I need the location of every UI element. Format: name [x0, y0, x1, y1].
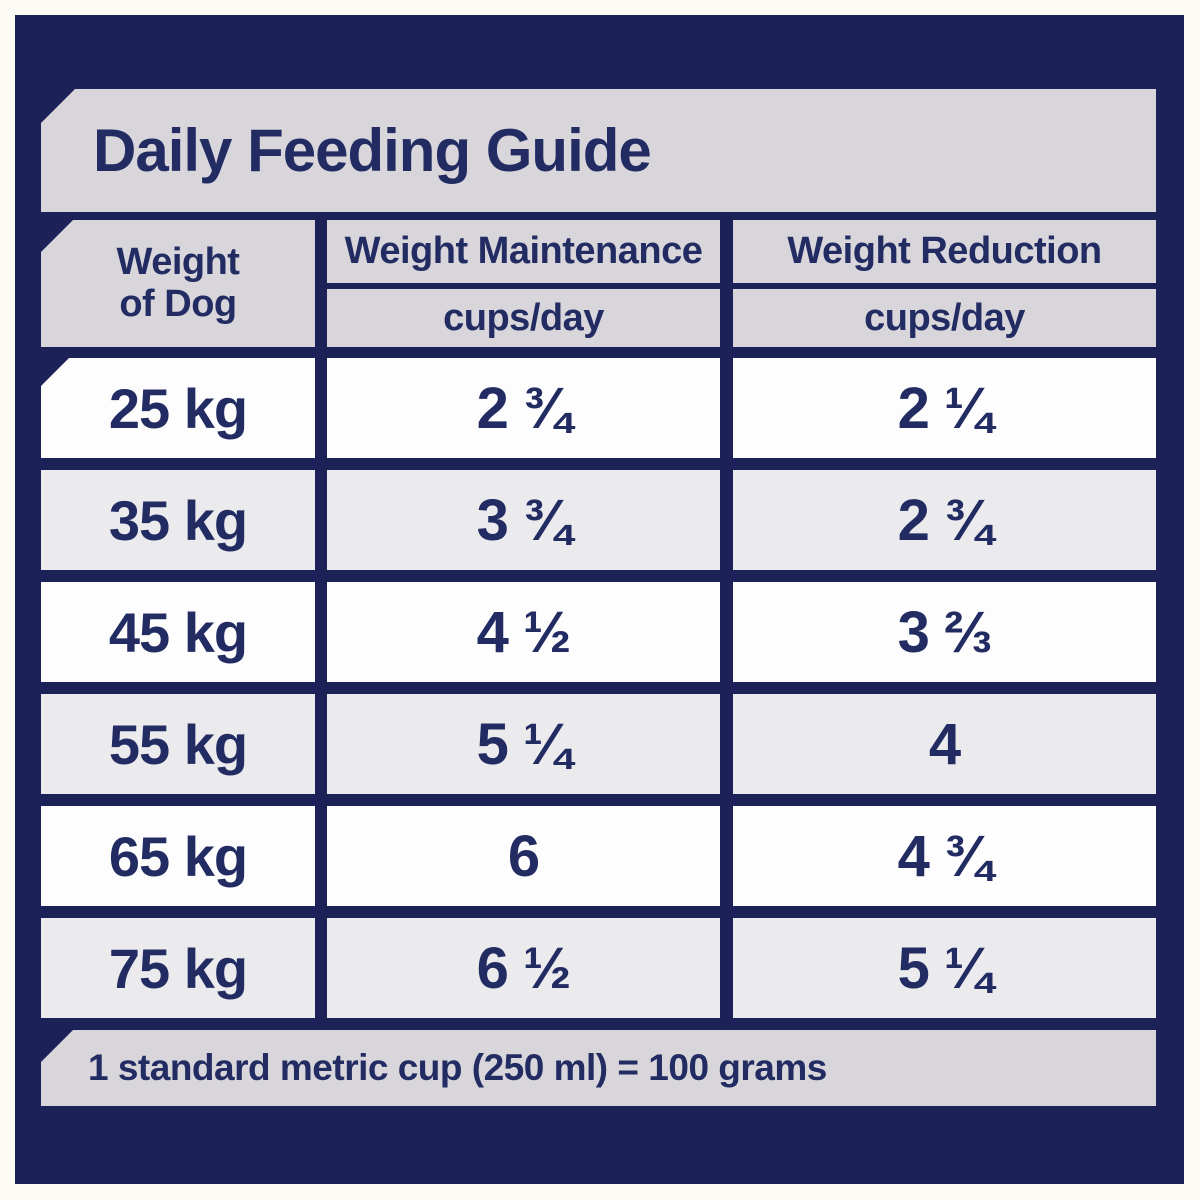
cup-conversion-note: 1 standard metric cup (250 ml) = 100 gra…	[41, 1030, 1156, 1106]
reduction-header-label: Weight Reduction	[733, 220, 1156, 283]
table-row: 45 kg 4 ½ 3 ⅔	[41, 582, 1156, 682]
cell-divider	[315, 806, 327, 906]
reduction-cell: 2 ¾	[733, 470, 1156, 570]
weight-cell: 25 kg	[41, 358, 315, 458]
weight-cell: 35 kg	[41, 470, 315, 570]
table-row: 25 kg 2 ¾ 2 ¼	[41, 358, 1156, 458]
cell-divider	[720, 694, 733, 794]
maintenance-header-label: Weight Maintenance	[327, 220, 720, 283]
header-column-divider	[315, 220, 327, 347]
reduction-cell: 3 ⅔	[733, 582, 1156, 682]
weight-of-dog-header: Weight of Dog	[41, 220, 315, 347]
cup-conversion-text: 1 standard metric cup (250 ml) = 100 gra…	[88, 1047, 827, 1088]
weight-header-line2: of Dog	[119, 282, 237, 325]
title-banner: Daily Feeding Guide	[41, 89, 1156, 212]
page-title: Daily Feeding Guide	[93, 117, 652, 184]
reduction-cell: 5 ¼	[733, 918, 1156, 1018]
feeding-guide-panel: Daily Feeding Guide Weight of Dog Weight…	[15, 15, 1184, 1184]
weight-cell: 75 kg	[41, 918, 315, 1018]
maintenance-cell: 4 ½	[327, 582, 720, 682]
reduction-cell: 2 ¼	[733, 358, 1156, 458]
header-sub-divider	[733, 283, 1156, 289]
maintenance-cell: 6	[327, 806, 720, 906]
table-row: 35 kg 3 ¾ 2 ¾	[41, 470, 1156, 570]
header-column-divider	[720, 220, 733, 347]
header-sub-divider	[327, 283, 720, 289]
cell-divider	[720, 470, 733, 570]
weight-cell: 65 kg	[41, 806, 315, 906]
table-body: 25 kg 2 ¾ 2 ¼ 35 kg 3 ¾ 2 ¾ 45 kg 4 ½ 3 …	[41, 358, 1156, 1030]
reduction-cell: 4 ¾	[733, 806, 1156, 906]
cell-divider	[315, 918, 327, 1018]
cell-divider	[315, 470, 327, 570]
cell-divider	[315, 582, 327, 682]
cell-divider	[720, 582, 733, 682]
maintenance-cell: 5 ¼	[327, 694, 720, 794]
maintenance-cell: 6 ½	[327, 918, 720, 1018]
table-row: 65 kg 6 4 ¾	[41, 806, 1156, 906]
maintenance-header-unit: cups/day	[327, 289, 720, 347]
weight-header-line1: Weight	[116, 241, 240, 284]
weight-reduction-header: Weight Reduction cups/day	[733, 220, 1156, 347]
maintenance-cell: 3 ¾	[327, 470, 720, 570]
table-row: 55 kg 5 ¼ 4	[41, 694, 1156, 794]
cell-divider	[315, 694, 327, 794]
weight-cell: 55 kg	[41, 694, 315, 794]
cell-divider	[720, 918, 733, 1018]
table-row: 75 kg 6 ½ 5 ¼	[41, 918, 1156, 1018]
cell-divider	[315, 358, 327, 458]
reduction-cell: 4	[733, 694, 1156, 794]
reduction-header-unit: cups/day	[733, 289, 1156, 347]
maintenance-cell: 2 ¾	[327, 358, 720, 458]
cell-divider	[720, 358, 733, 458]
weight-cell: 45 kg	[41, 582, 315, 682]
cell-divider	[720, 806, 733, 906]
table-header-row: Weight of Dog Weight Maintenance cups/da…	[41, 220, 1156, 347]
weight-maintenance-header: Weight Maintenance cups/day	[327, 220, 720, 347]
